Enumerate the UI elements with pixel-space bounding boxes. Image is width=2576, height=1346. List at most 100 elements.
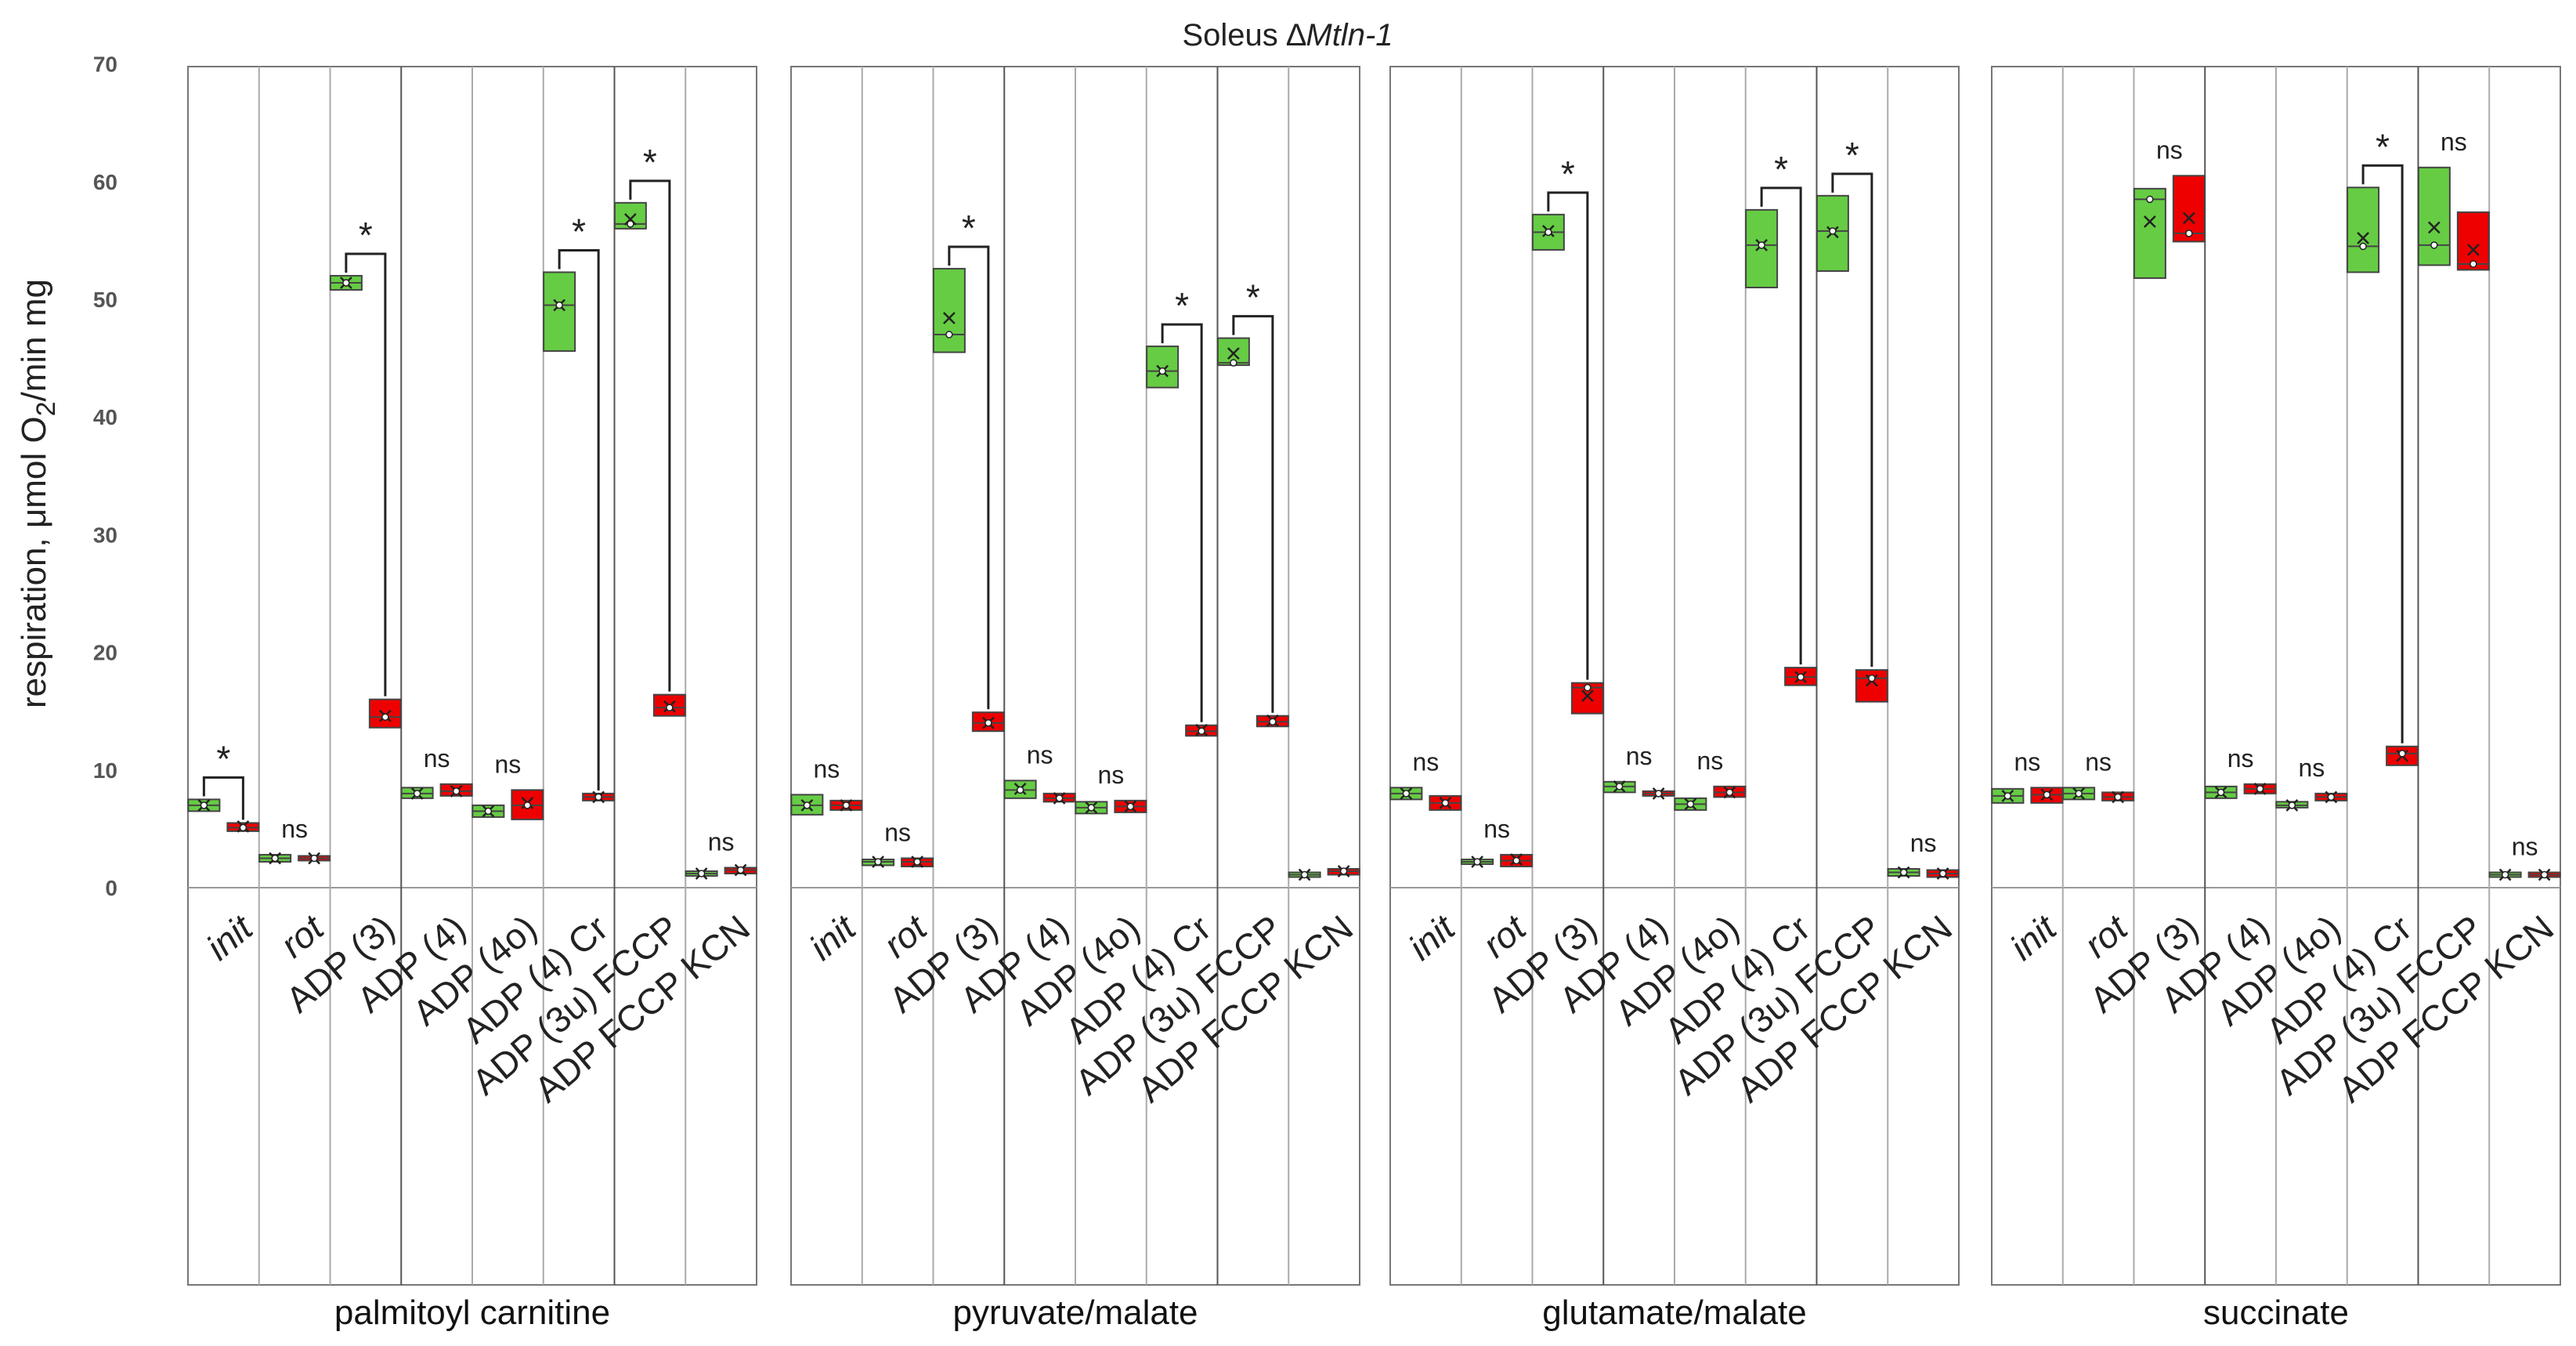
significance-bracket <box>345 252 387 697</box>
y-tick-label: 60 <box>93 170 117 194</box>
significance-ns: ns <box>1626 742 1653 770</box>
significance-ns: ns <box>2298 754 2325 782</box>
green-median-point <box>697 870 706 877</box>
red-median-point <box>2540 870 2549 879</box>
significance-star: * <box>1246 277 1260 318</box>
significance-bracket <box>948 245 990 710</box>
red-median-point <box>985 718 992 727</box>
red-median-point <box>1797 673 1805 681</box>
green-median-point <box>2359 242 2367 251</box>
red-median-point <box>1269 718 1277 725</box>
red-box <box>2172 175 2206 243</box>
red-median-point <box>2256 785 2264 793</box>
significance-ns: ns <box>1097 761 1124 789</box>
significance-ns: ns <box>1910 829 1937 857</box>
significance-ns: ns <box>1696 747 1723 775</box>
significance-ns: ns <box>2014 747 2040 776</box>
green-box <box>2133 187 2166 279</box>
red-mean-marker <box>1581 689 1594 703</box>
chart-title-italic: Mtln-1 <box>1306 18 1393 52</box>
significance-ns: ns <box>1483 815 1510 843</box>
green-median-point <box>627 220 634 228</box>
significance-bracket <box>1831 172 1873 668</box>
x-tick-label: init <box>198 906 261 968</box>
green-box <box>1146 346 1180 389</box>
significance-star: * <box>643 142 657 183</box>
red-median-point <box>1055 794 1064 802</box>
green-median-point <box>2075 790 2083 798</box>
green-median-point <box>1615 783 1624 791</box>
green-median-point <box>1300 870 1309 879</box>
red-median-point <box>666 704 674 711</box>
green-box <box>543 271 576 353</box>
y-axis-label-unit: /min mg <box>15 279 53 401</box>
red-median-point <box>913 858 921 866</box>
red-median-point <box>736 866 745 874</box>
significance-bracket <box>202 776 244 820</box>
chart-title: Soleus ∆Mtln-1 <box>1182 18 1393 52</box>
significance-bracket <box>1760 186 1802 665</box>
red-median-point <box>1441 799 1450 807</box>
red-mean-marker <box>2182 212 2195 225</box>
y-axis-ticks: 0 10 20 30 40 50 60 70 <box>93 52 117 900</box>
x-tick-label: init <box>1400 906 1463 968</box>
significance-star: * <box>216 738 230 779</box>
green-median-point <box>1087 804 1096 812</box>
red-median-point <box>1198 727 1205 735</box>
green-median-point <box>1545 228 1552 237</box>
significance-star: * <box>962 208 976 248</box>
red-median-point <box>2043 791 2051 799</box>
red-median-point <box>1725 788 1734 797</box>
y-tick-label: 10 <box>93 758 117 783</box>
green-median-point <box>2288 801 2296 809</box>
green-median-point <box>2003 792 2012 800</box>
significance-bracket <box>558 248 600 791</box>
significance-ns: ns <box>1027 740 1053 769</box>
green-median-point <box>2146 195 2154 204</box>
green-mean-marker <box>2357 232 2370 244</box>
significance-star: * <box>1175 285 1189 326</box>
green-median-point <box>2217 788 2225 797</box>
y-tick-label: 40 <box>93 405 117 429</box>
significance-bracket <box>629 179 671 692</box>
green-mean-marker <box>2427 221 2441 234</box>
red-median-point <box>1126 802 1135 811</box>
y-tick-label: 0 <box>105 876 117 900</box>
green-median-point <box>1402 790 1411 798</box>
significance-ns: ns <box>281 815 308 843</box>
red-box <box>2456 211 2490 271</box>
green-median-point <box>803 801 811 809</box>
red-median-point <box>2185 230 2193 237</box>
red-median-point <box>452 787 461 795</box>
red-median-point <box>1339 867 1348 875</box>
y-axis-label-main: respiration, μmol O <box>15 416 53 708</box>
green-mean-marker <box>2143 215 2156 228</box>
red-median-point <box>1654 790 1663 798</box>
green-mean-marker <box>942 312 956 324</box>
green-median-point <box>484 807 493 816</box>
green-median-point <box>200 801 208 809</box>
green-median-point <box>342 279 350 287</box>
significance-ns: ns <box>424 744 450 773</box>
green-median-point <box>945 331 953 338</box>
significance-star: * <box>1774 149 1788 190</box>
significance-bracket <box>1161 323 1203 722</box>
significance-ns: ns <box>2441 128 2467 156</box>
significance-star: * <box>572 211 586 251</box>
significance-star: * <box>359 215 373 255</box>
y-tick-label: 50 <box>93 288 117 312</box>
green-median-point <box>2430 241 2438 249</box>
red-median-point <box>1584 683 1591 692</box>
significance-ns: ns <box>2085 747 2112 776</box>
green-mean-marker <box>623 212 637 226</box>
green-median-point <box>413 790 421 798</box>
red-median-point <box>239 823 247 832</box>
panel-label: pyruvate/malate <box>952 1294 1198 1332</box>
y-tick-label: 70 <box>93 52 117 77</box>
significance-ns: ns <box>708 827 735 856</box>
x-tick-label: init <box>2002 906 2065 968</box>
